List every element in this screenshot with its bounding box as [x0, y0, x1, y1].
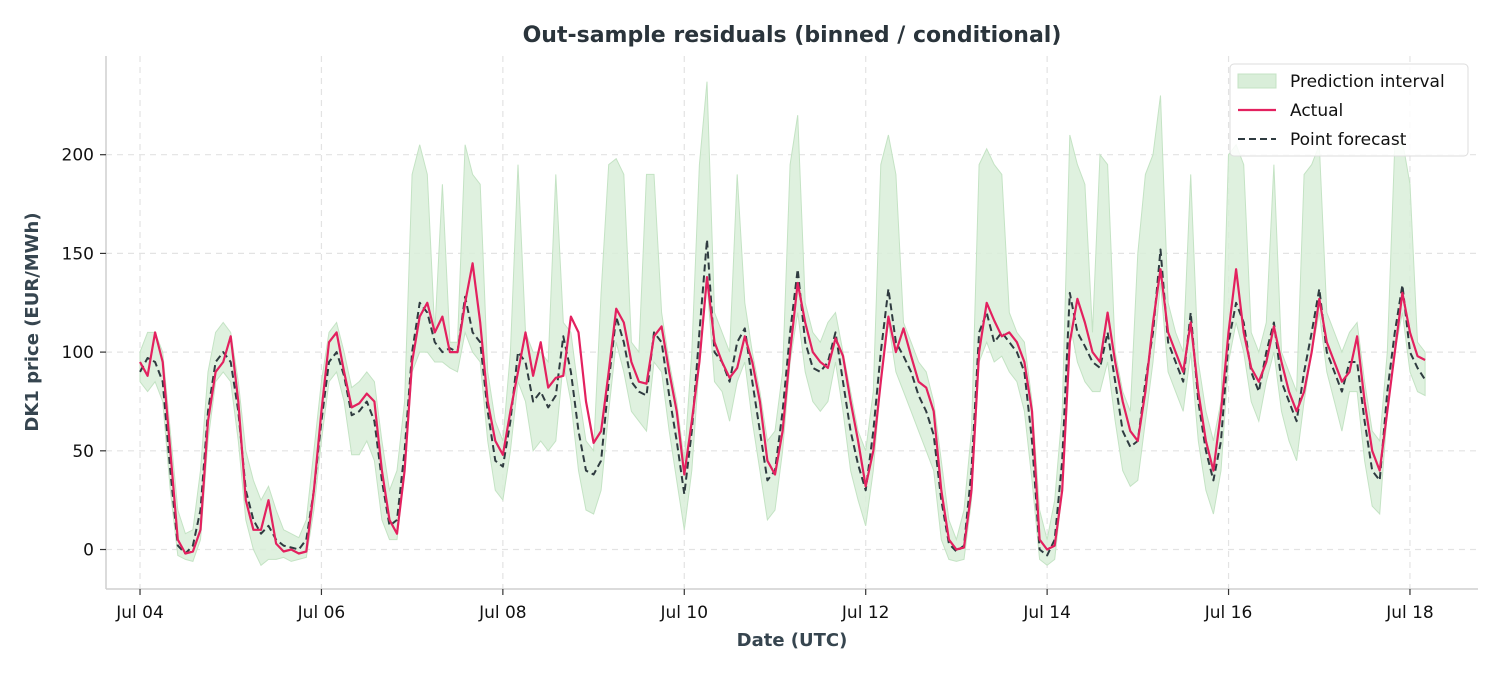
axes-layer	[105, 56, 1478, 590]
y-tick-label: 100	[62, 343, 94, 363]
x-tick-label: Jul 16	[1204, 603, 1253, 623]
legend-frame	[1229, 63, 1469, 157]
point-forecast-line	[139, 238, 1426, 557]
legend-label-point-forecast: Point forecast	[1290, 130, 1407, 150]
y-tick-label: 200	[62, 146, 94, 166]
legend-label-actual: Actual	[1290, 101, 1343, 121]
x-axis-ticks: Jul 04 Jul 06 Jul 08 Jul 10 Jul 12 Jul 14 Jul …	[115, 589, 1434, 623]
x-tick-label: Jul 10	[660, 603, 709, 623]
y-tick-label: 0	[83, 541, 94, 561]
x-tick-label: Jul 18	[1385, 603, 1434, 623]
x-tick-label: Jul 06	[297, 603, 346, 623]
legend: Prediction interval Actual Point forecas…	[1229, 63, 1469, 157]
x-tick-label: Jul 14	[1022, 603, 1071, 623]
prediction-interval-layer	[139, 81, 1426, 567]
x-tick-label: Jul 04	[115, 603, 164, 623]
x-axis-label: Date (UTC)	[737, 630, 848, 651]
y-tick-label: 150	[62, 244, 94, 264]
legend-label-prediction-interval: Prediction interval	[1290, 72, 1445, 92]
actual-line	[139, 262, 1426, 555]
x-tick-label: Jul 08	[478, 603, 527, 623]
y-axis-label: DK1 price (EUR/MWh)	[22, 212, 43, 431]
x-tick-label: Jul 12	[841, 603, 890, 623]
legend-swatch-prediction-interval	[1237, 73, 1277, 89]
prediction-interval-band	[139, 81, 1426, 567]
chart-title: Out-sample residuals (binned / condition…	[523, 23, 1062, 48]
series-line-layer	[139, 238, 1426, 557]
y-axis-ticks: 0 50 100 150 200	[62, 146, 106, 561]
y-tick-label: 50	[72, 442, 94, 462]
